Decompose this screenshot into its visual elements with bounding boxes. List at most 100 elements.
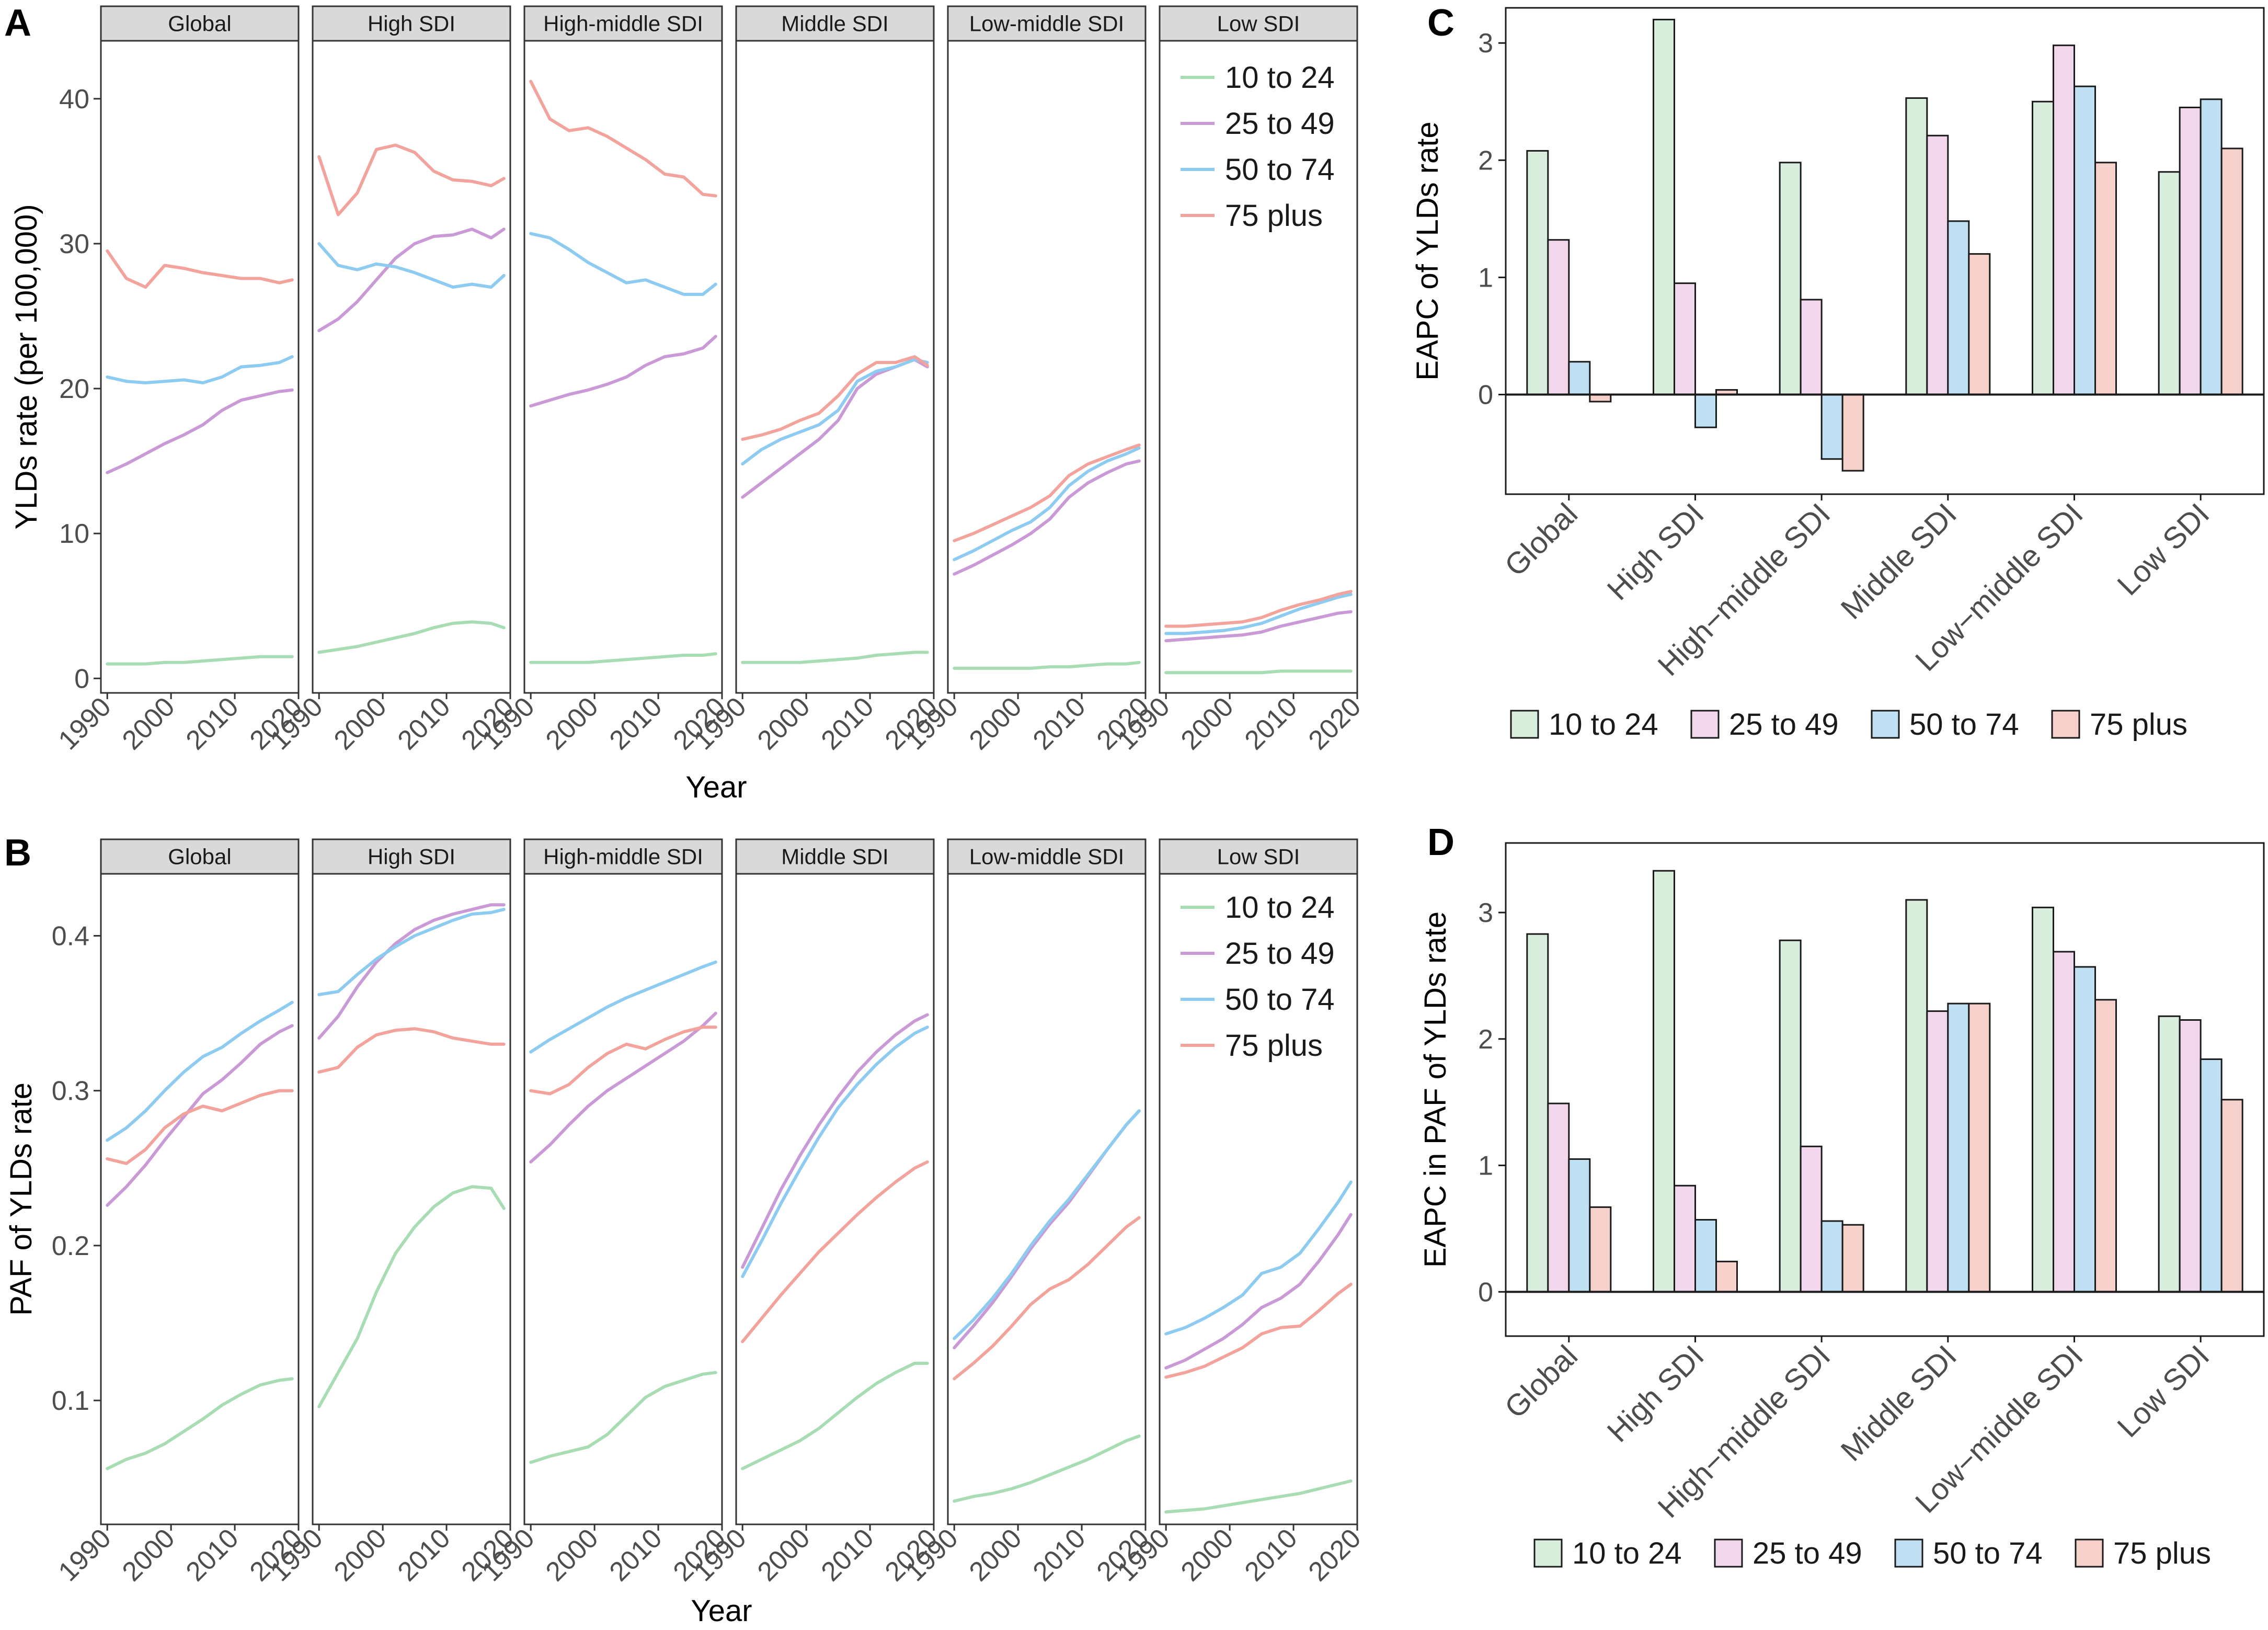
series-line-25-to-49: [106, 1024, 294, 1207]
x-tick-label: 2010: [1239, 1523, 1303, 1587]
series-line-50-to-74: [741, 358, 929, 466]
y-tick-label: 3: [1478, 898, 1493, 928]
y-tick-label: 10: [59, 519, 89, 549]
series-line-75-plus: [317, 1027, 506, 1074]
y-tick-label: 30: [59, 229, 89, 259]
bar-global-10-to-24: [1526, 933, 1549, 1293]
facet-strip: [100, 5, 300, 42]
legend-key-10-to-24: [1533, 1538, 1563, 1568]
x-tick-label: 2010: [392, 691, 456, 756]
series-line-25-to-49: [1164, 1213, 1353, 1370]
bar-high-middle-sdi-10-to-24: [1779, 162, 1802, 396]
series-line-75-plus: [317, 143, 506, 216]
series-line-75-plus: [529, 1025, 717, 1096]
y-tick-label: 1: [1478, 1151, 1493, 1181]
bar-low-middle-sdi-10-to-24: [2032, 100, 2054, 396]
legend-label-50-to-74: 50 to 74: [1909, 708, 2019, 742]
x-tick-label: 2010: [1239, 691, 1303, 756]
legend-label-10-to-24: 10 to 24: [1549, 708, 1658, 742]
bar-low-middle-sdi-25-to-49: [2053, 44, 2075, 396]
series-line-10-to-24: [741, 651, 929, 664]
x-tick-label: 1990: [53, 1523, 117, 1587]
x-tick-label: Middle SDI: [1834, 497, 1963, 626]
facet-panel-frame: [312, 40, 511, 694]
series-line-10-to-24: [529, 652, 717, 664]
x-tick-label: 2010: [180, 1523, 245, 1587]
bar-low-middle-sdi-50-to-74: [2074, 966, 2096, 1293]
series-line-50-to-74: [1164, 1180, 1353, 1336]
legend-label-75-plus: 75 plus: [1225, 1029, 1323, 1063]
series-line-10-to-24: [953, 660, 1141, 670]
facet-strip: [523, 838, 723, 875]
facet-strip-label: Global: [168, 845, 231, 869]
bar-low-sdi-10-to-24: [2158, 1015, 2181, 1293]
bar-middle-sdi-25-to-49: [1926, 134, 1949, 396]
bar-low-middle-sdi-10-to-24: [2032, 906, 2054, 1293]
x-axis-title: Year: [685, 770, 747, 804]
facet-strip-label: Middle SDI: [781, 12, 888, 36]
facet-panel-frame: [312, 873, 511, 1525]
series-line-75-plus: [741, 1160, 929, 1343]
legend-label-75-plus: 75 plus: [2090, 708, 2187, 742]
facet-strip-label: High-middle SDI: [543, 12, 703, 36]
facet-strip-label: Low SDI: [1217, 12, 1300, 36]
legend-label-75-plus: 75 plus: [2113, 1536, 2211, 1570]
x-tick-label: 2010: [816, 691, 880, 756]
y-tick-label: 0: [1478, 1277, 1493, 1307]
y-tick-label: 0.4: [52, 921, 89, 951]
facet-strip-label: Low-middle SDI: [969, 12, 1124, 36]
facet-strip-label: Low-middle SDI: [969, 845, 1124, 869]
bar-low-sdi-50-to-74: [2200, 1058, 2223, 1293]
x-tick-label: 2000: [117, 1523, 181, 1587]
series-line-10-to-24: [953, 1434, 1141, 1503]
x-tick-label: 2000: [117, 691, 181, 756]
x-tick-label: Global: [1498, 1339, 1585, 1425]
series-line-50-to-74: [317, 242, 506, 289]
x-tick-label: 2000: [964, 1523, 1028, 1587]
bar-middle-sdi-75-plus: [1968, 253, 1991, 396]
y-tick-label: 3: [1478, 28, 1493, 59]
y-axis-title: EAPC in PAF of YLDs rate: [1418, 911, 1452, 1268]
x-tick-label: Low SDI: [2111, 497, 2216, 602]
x-tick-label: 2000: [752, 691, 816, 756]
legend-key-75-plus: [2075, 1538, 2104, 1568]
facet-strip-label: High SDI: [368, 12, 455, 36]
series-line-25-to-49: [1164, 610, 1353, 643]
bar-middle-sdi-10-to-24: [1905, 899, 1928, 1293]
facet-strip-label: Low SDI: [1217, 845, 1300, 869]
facet-panel-frame: [523, 873, 723, 1525]
legend-label-25-to-49: 25 to 49: [1225, 107, 1335, 141]
legend-label-50-to-74: 50 to 74: [1225, 983, 1335, 1017]
bar-high-sdi-10-to-24: [1653, 870, 1675, 1293]
x-tick-label: 2010: [180, 691, 245, 756]
bar-high-sdi-10-to-24: [1653, 18, 1675, 396]
x-tick-label: 2000: [752, 1523, 816, 1587]
series-line-50-to-74: [953, 1109, 1141, 1340]
facet-strip-label: High SDI: [368, 845, 455, 869]
legend-key-10-to-24: [1510, 710, 1539, 739]
x-tick-label: 2010: [816, 1523, 880, 1587]
series-line-50-to-74: [317, 908, 506, 996]
legend-label-75-plus: 75 plus: [1225, 199, 1323, 233]
bar-low-middle-sdi-75-plus: [2094, 162, 2117, 396]
bar-middle-sdi-75-plus: [1968, 1002, 1991, 1293]
bar-global-75-plus: [1589, 1206, 1612, 1293]
x-tick-label: 2000: [1175, 1523, 1240, 1587]
legend-label-25-to-49: 25 to 49: [1752, 1536, 1862, 1570]
bar-low-sdi-75-plus: [2220, 1099, 2243, 1293]
y-tick-label: 2: [1478, 145, 1493, 176]
series-line-25-to-49: [529, 1011, 717, 1164]
series-line-75-plus: [1164, 1282, 1353, 1379]
series-line-10-to-24: [741, 1362, 929, 1471]
series-line-25-to-49: [953, 459, 1141, 576]
series-line-50-to-74: [106, 1000, 294, 1142]
legend-label-25-to-49: 25 to 49: [1729, 708, 1839, 742]
bar-high-middle-sdi-25-to-49: [1800, 299, 1823, 396]
